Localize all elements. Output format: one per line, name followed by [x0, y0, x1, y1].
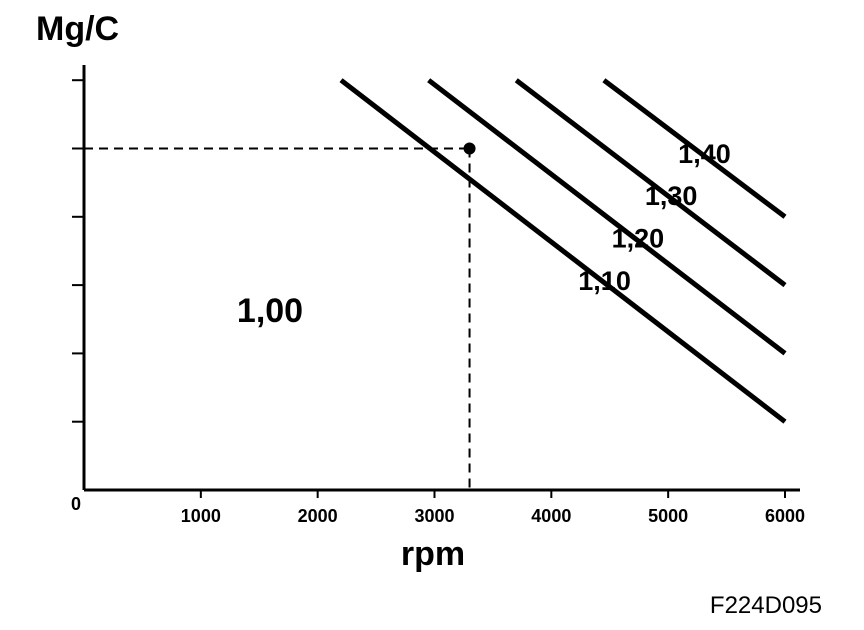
series-line: [602, 78, 787, 219]
y-axis-label: Mg/C: [36, 10, 119, 48]
series-label: 1,30: [645, 181, 698, 211]
x-tick-label: 4000: [531, 506, 571, 526]
series-label: 1,10: [578, 266, 631, 296]
series-line: [427, 78, 787, 356]
series-label: 1,20: [612, 224, 665, 254]
labels: 1,10 1,20 1,30 1,40: [578, 139, 730, 296]
marked-point: [463, 142, 476, 155]
figure-code: F224D095: [709, 592, 822, 619]
region-label: 1,00: [237, 292, 303, 330]
series-label: 1,40: [678, 139, 731, 169]
origin-label: 0: [71, 494, 81, 514]
x-axis-label: rpm: [401, 535, 465, 573]
series-lines: [339, 78, 787, 424]
x-tick-label: 6000: [765, 506, 805, 526]
series-line: [339, 78, 787, 424]
x-tick-label: 5000: [648, 506, 688, 526]
x-tick-label: 3000: [414, 506, 454, 526]
axes: [82, 65, 800, 492]
x-tick-label: 1000: [181, 506, 221, 526]
guide-lines: [84, 142, 476, 490]
x-tick-label: 2000: [298, 506, 338, 526]
ticks: 1000 2000 3000 4000 5000 6000: [72, 79, 805, 526]
series-line: [514, 78, 787, 288]
